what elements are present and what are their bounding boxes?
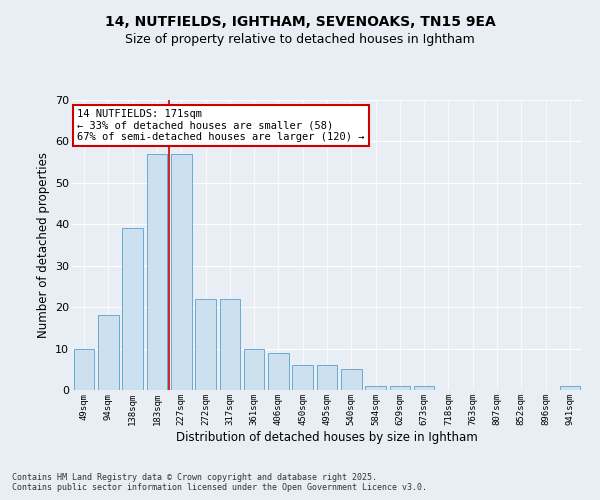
Bar	[122, 228, 143, 390]
X-axis label: Distribution of detached houses by size in Ightham: Distribution of detached houses by size …	[176, 430, 478, 444]
Bar	[171, 154, 191, 390]
Bar	[389, 386, 410, 390]
Text: Contains HM Land Registry data © Crown copyright and database right 2025.
Contai: Contains HM Land Registry data © Crown c…	[12, 473, 427, 492]
Bar	[146, 154, 167, 390]
Bar	[414, 386, 434, 390]
Bar	[98, 316, 119, 390]
Bar	[195, 299, 216, 390]
Text: 14, NUTFIELDS, IGHTHAM, SEVENOAKS, TN15 9EA: 14, NUTFIELDS, IGHTHAM, SEVENOAKS, TN15 …	[104, 15, 496, 29]
Bar	[341, 370, 362, 390]
Bar	[560, 386, 580, 390]
Bar	[220, 299, 240, 390]
Bar	[292, 365, 313, 390]
Bar	[317, 365, 337, 390]
Text: Size of property relative to detached houses in Ightham: Size of property relative to detached ho…	[125, 32, 475, 46]
Bar	[244, 348, 265, 390]
Bar	[365, 386, 386, 390]
Y-axis label: Number of detached properties: Number of detached properties	[37, 152, 50, 338]
Text: 14 NUTFIELDS: 171sqm
← 33% of detached houses are smaller (58)
67% of semi-detac: 14 NUTFIELDS: 171sqm ← 33% of detached h…	[77, 108, 365, 142]
Bar	[268, 352, 289, 390]
Bar	[74, 348, 94, 390]
